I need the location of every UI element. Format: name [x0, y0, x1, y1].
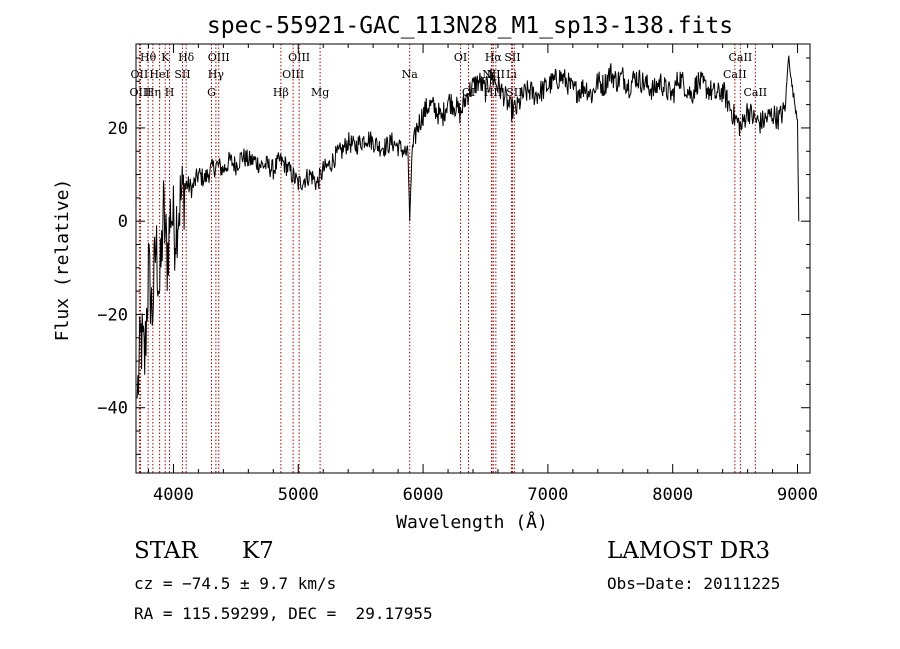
marker-label-28: CaII — [743, 86, 767, 99]
marker-label-15: Mg — [311, 86, 329, 99]
marker-label-10: Hγ — [208, 68, 225, 81]
x-tick-label-2: 6000 — [403, 485, 444, 505]
chart-title: spec-55921-GAC_113N28_M1_sp13-138.fits — [207, 13, 733, 39]
marker-label-4: Hδ — [178, 51, 195, 64]
y-axis-label: Flux (relative) — [52, 179, 73, 342]
x-tick-label-5: 9000 — [777, 485, 818, 505]
marker-label-13: OIII — [282, 68, 304, 81]
marker-label-25: SII — [506, 86, 522, 99]
line-markers — [138, 44, 756, 473]
y-axis-ticks: −40 −20 0 20 — [97, 57, 810, 455]
coordinates: RA = 115.59299, DEC = 29.17955 — [134, 604, 433, 623]
line-marker-labels: Hθ OII OIII K Hδ HeI SII Hη H OIII Hγ G OIII OIII Hβ Mg… — [129, 51, 767, 99]
marker-label-17: OI — [454, 51, 467, 64]
y-tick-label-3: 20 — [108, 119, 128, 139]
y-tick-label-1: −20 — [97, 305, 128, 325]
marker-label-20: SII — [504, 51, 520, 64]
object-subclass: K7 — [242, 538, 274, 564]
marker-label-5: HeI — [149, 68, 169, 81]
marker-label-11: G — [207, 86, 216, 99]
x-axis-ticks: 4000 5000 6000 7000 8000 9000 — [147, 44, 818, 505]
x-axis-label: Wavelength (Å) — [396, 511, 548, 533]
object-class: STAR — [134, 538, 198, 564]
marker-label-26: CaII — [729, 51, 753, 64]
marker-label-3: K — [161, 51, 170, 64]
y-tick-label-2: 0 — [118, 212, 128, 232]
marker-label-6: SII — [174, 68, 190, 81]
plot-frame — [135, 43, 811, 474]
marker-label-16: Na — [402, 68, 419, 81]
spectrum-line — [136, 55, 800, 399]
series-group — [136, 55, 800, 399]
marker-label-27: CaII — [723, 68, 747, 81]
marker-label-19: Hα — [485, 51, 503, 64]
x-tick-label-3: 7000 — [527, 485, 568, 505]
x-tick-label-0: 4000 — [153, 485, 194, 505]
redshift-velocity: cz = −74.5 ± 9.7 km/s — [134, 574, 337, 593]
survey-name: LAMOST DR3 — [607, 538, 771, 564]
marker-label-0: Hθ — [140, 51, 157, 64]
marker-label-14: Hβ — [273, 86, 289, 99]
observation-date: Obs−Date: 20111225 — [607, 574, 781, 593]
x-tick-label-4: 8000 — [652, 485, 693, 505]
x-tick-label-1: 5000 — [278, 485, 319, 505]
marker-label-23: Li — [506, 68, 517, 81]
marker-label-9: OIII — [208, 51, 230, 64]
marker-label-2: OIII — [129, 86, 151, 99]
marker-label-12: OIII — [288, 51, 310, 64]
marker-label-22: NII — [487, 68, 505, 81]
y-tick-label-0: −40 — [97, 399, 128, 419]
marker-label-7: Hη — [145, 86, 161, 99]
marker-label-1: OII — [131, 68, 149, 81]
marker-label-8: H — [165, 86, 175, 99]
